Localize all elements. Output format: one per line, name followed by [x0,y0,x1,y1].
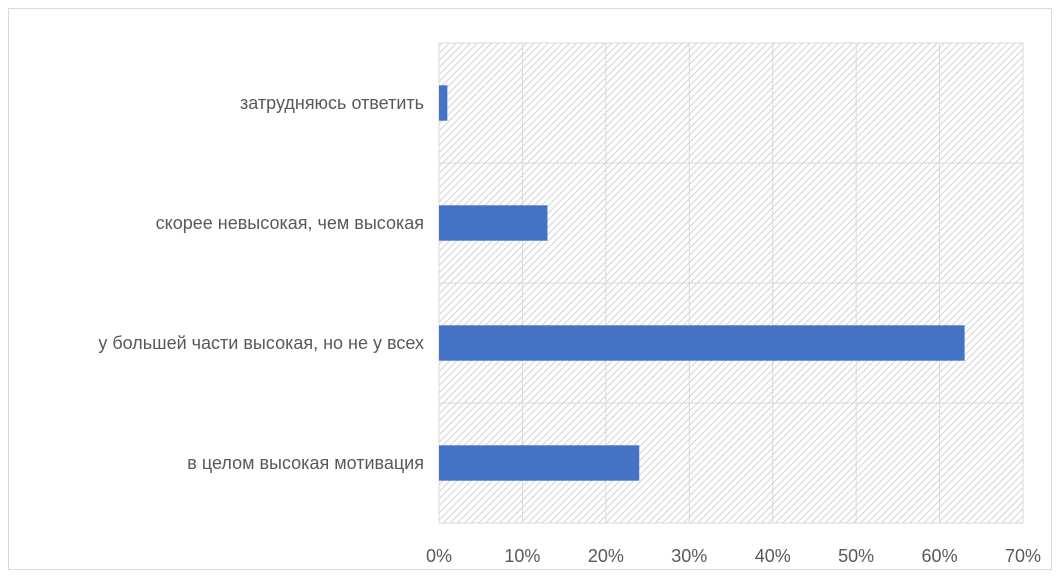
x-tick-label: 0% [426,546,452,566]
bar [439,325,965,361]
x-tick-label: 40% [755,546,791,566]
x-tick-label: 10% [504,546,540,566]
category-label: у большей части высокая, но не у всех [98,333,424,353]
bar [439,445,640,481]
x-tick-label: 70% [1005,546,1041,566]
x-tick-label: 20% [588,546,624,566]
category-label: в целом высокая мотивация [187,453,424,473]
category-labels: затрудняюсь ответить скорее невысокая, че… [98,93,424,473]
x-tick-label: 60% [922,546,958,566]
category-label: скорее невысокая, чем высокая [156,213,424,233]
gridlines [438,42,1024,524]
x-tick-labels: 0% 10% 20% 30% 40% 50% 60% 70% [426,546,1041,566]
bar-chart: затрудняюсь ответить скорее невысокая, че… [98,42,1041,566]
bars [439,85,965,481]
bar [439,85,448,121]
x-tick-label: 30% [671,546,707,566]
chart-frame: затрудняюсь ответить скорее невысокая, че… [8,8,1052,570]
category-label: затрудняюсь ответить [240,93,424,113]
bar [439,205,548,241]
x-tick-label: 50% [838,546,874,566]
